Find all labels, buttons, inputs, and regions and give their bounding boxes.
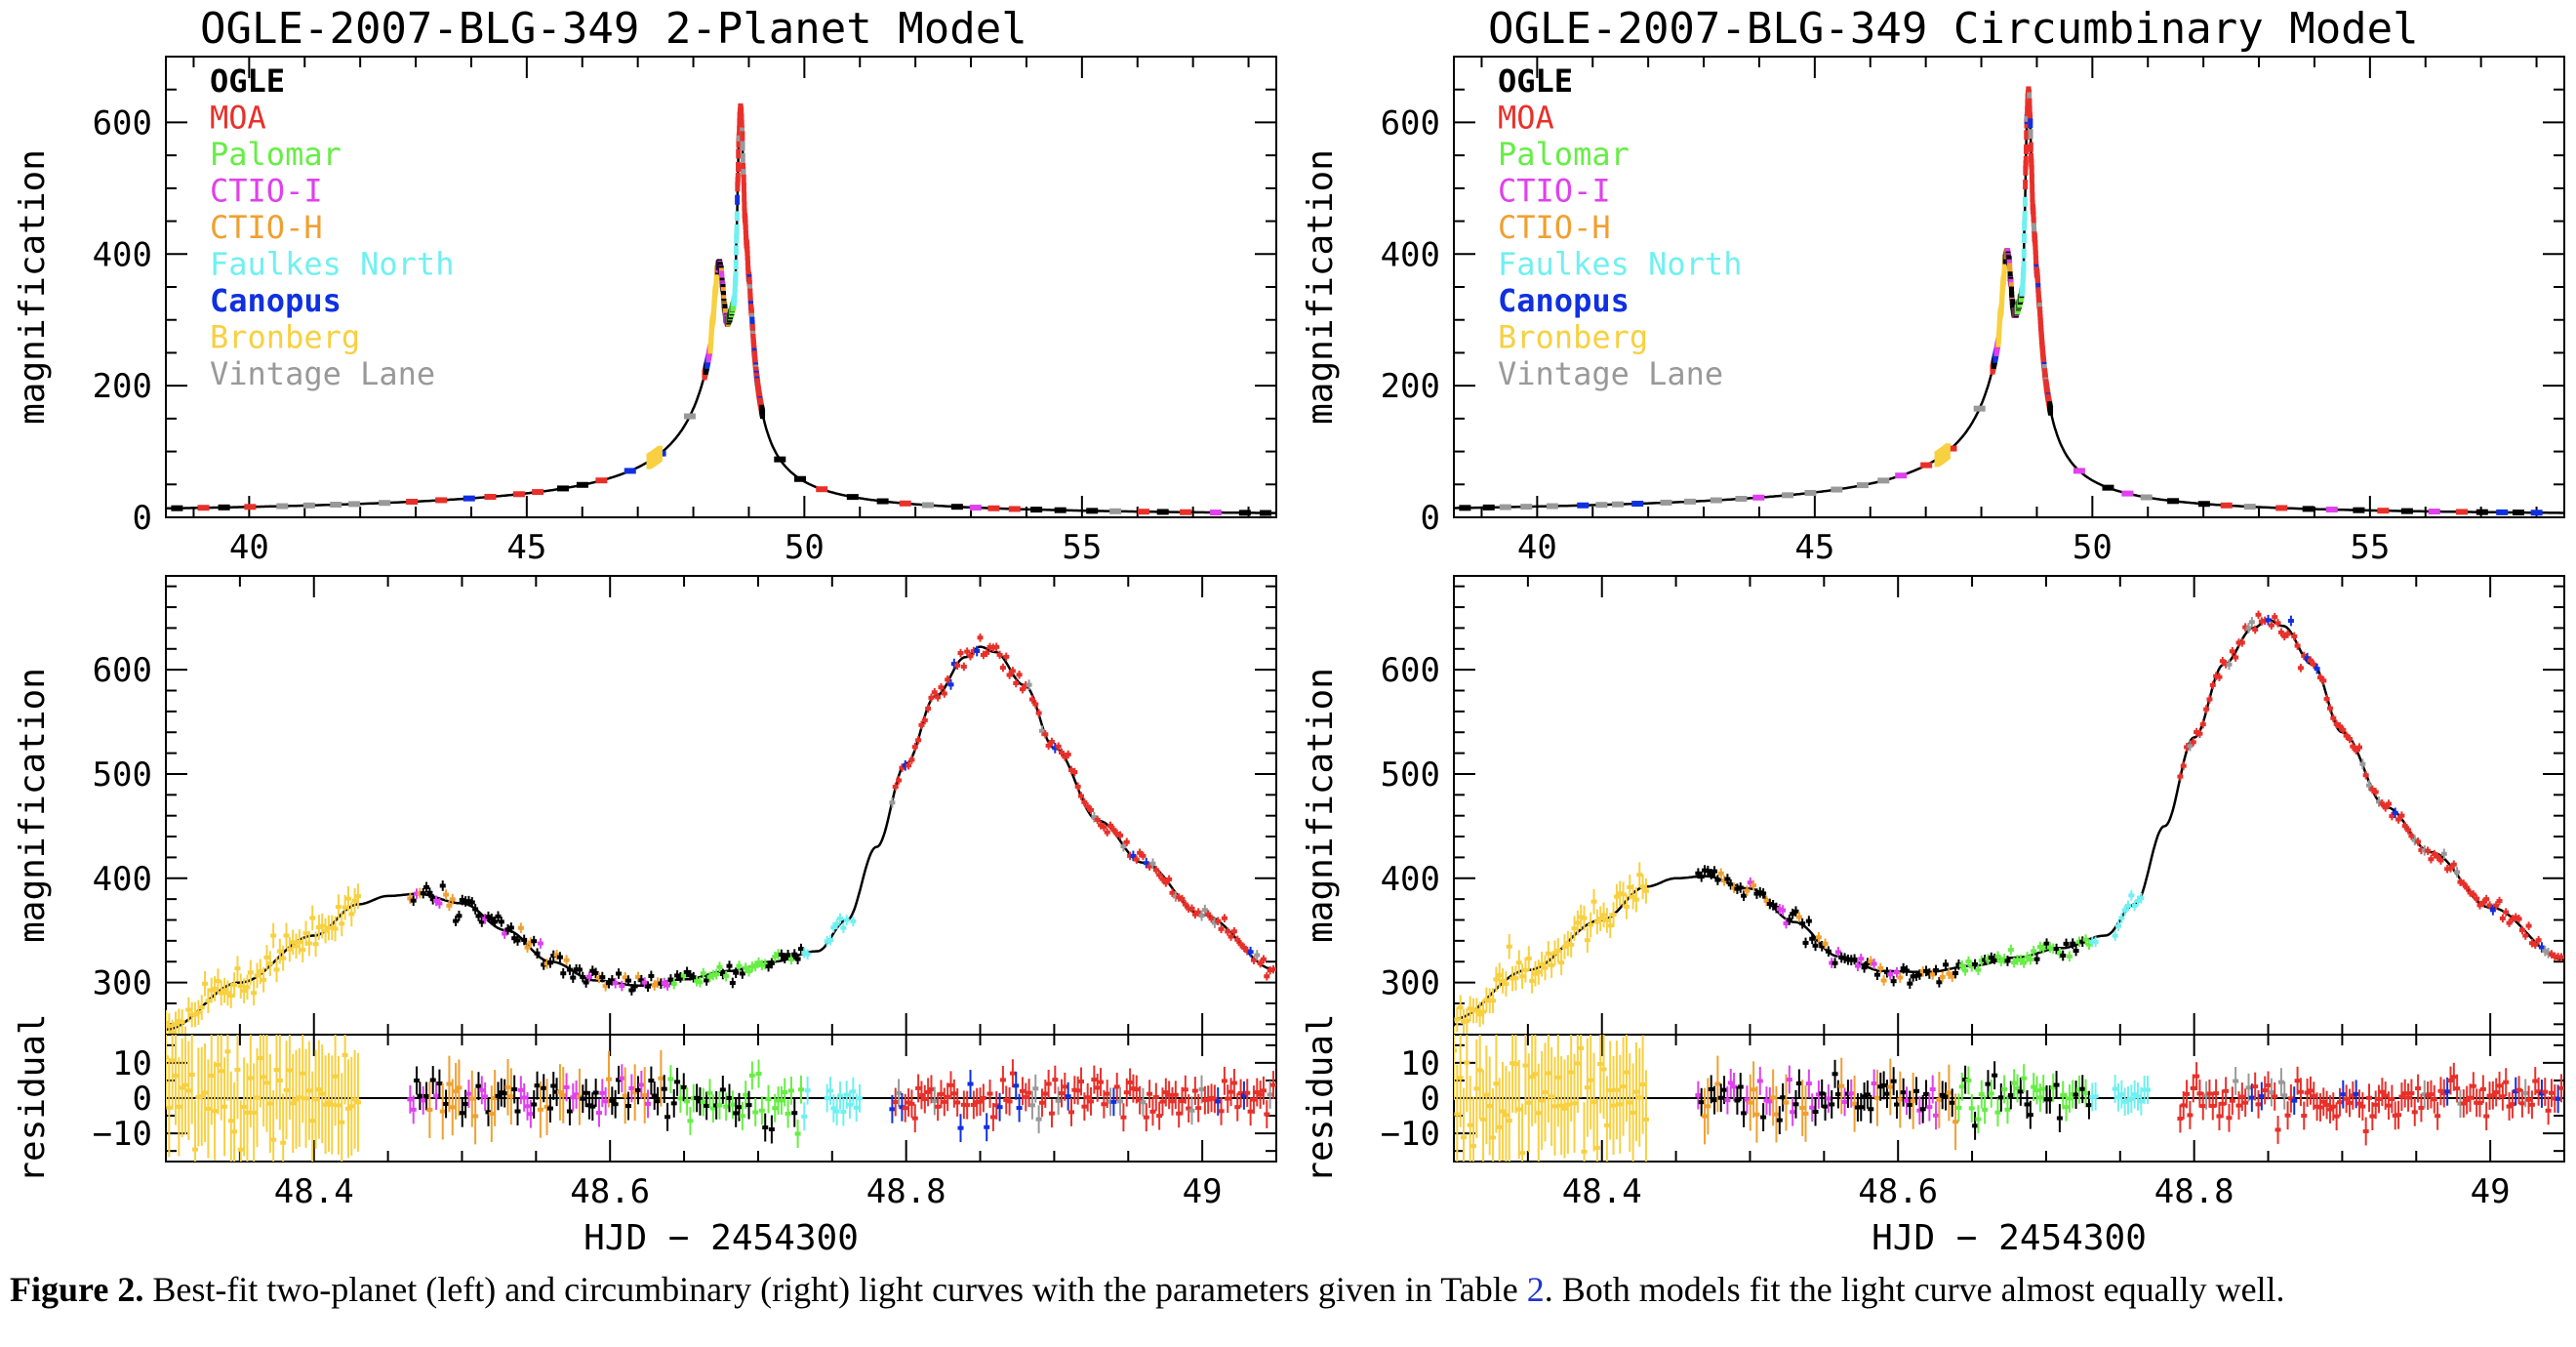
panel-1-ytick-label: 0	[1421, 499, 1440, 538]
panel-1-title: OGLE-2007-BLG-349 Circumbinary Model	[1488, 4, 2419, 54]
panel-4-xtick-label: 48.8	[866, 1172, 946, 1211]
panel-0-ytick-label: 0	[133, 499, 152, 538]
panel-0-xtick-label: 50	[785, 528, 825, 567]
panel-1-xtick-label: 55	[2350, 528, 2390, 567]
panel-5-xtick-label: 49	[2471, 1172, 2511, 1211]
panel-3-frame	[1453, 575, 2565, 1036]
panel-1-ylabel: magnification	[1301, 149, 1341, 425]
legend-item-palomar: Palomar	[210, 136, 342, 173]
panel-4-xtick-label: 49	[1183, 1172, 1223, 1211]
panel-5-xtick-label: 48.4	[1562, 1172, 1642, 1211]
panel-5-ytick-label: 0	[1421, 1080, 1440, 1119]
legend-item-canopus: Canopus	[1498, 282, 1630, 319]
legend-item-ctio-h: CTIO-H	[1498, 209, 1611, 246]
panel-2-ylabel: magnification	[13, 668, 53, 943]
panel-1-ytick-label: 400	[1381, 235, 1440, 274]
panel-0-ylabel: magnification	[13, 149, 53, 425]
panel-2-ytick-label: 600	[93, 651, 152, 690]
panel-0-xtick-label: 45	[506, 528, 546, 567]
panel-1-axes: 40 45 50 55 0 200 400 600 magnification OGLE-2007…	[1301, 4, 2565, 567]
panel-5-ylabel: residual	[1301, 1013, 1341, 1182]
panel-2-ytick-label: 400	[93, 860, 152, 899]
panel-2-ytick-label: 500	[93, 755, 152, 795]
legend-item-ctio-i: CTIO-I	[210, 173, 323, 210]
legend-item-canopus: Canopus	[210, 282, 342, 319]
caption-text-after: . Both models fit the light curve almost…	[1544, 1270, 2285, 1309]
panel-3-ytick-label: 500	[1381, 755, 1440, 795]
panel-0-ytick-label: 200	[93, 367, 152, 406]
panel-0-title: OGLE-2007-BLG-349 2-Planet Model	[200, 4, 1027, 54]
panel-0-ytick-label: 600	[93, 103, 152, 143]
panel-5-xlabel: HJD − 2454300	[1872, 1218, 2147, 1258]
panel-3-ytick-label: 400	[1381, 860, 1440, 899]
legend-item-moa: MOA	[210, 100, 266, 137]
legend-item-ogle: OGLE	[210, 62, 285, 100]
panel-0-axes: 40 45 50 55 0 200 400 600 magnification OGLE-2007…	[13, 4, 1277, 567]
legend-item-vintage-lane: Vintage Lane	[210, 355, 435, 392]
panel-0-xtick-label: 55	[1062, 528, 1102, 567]
panel-0-ytick-label: 400	[93, 235, 152, 274]
panel-4-xtick-label: 48.6	[570, 1172, 650, 1211]
caption-text-before: Best-fit two-planet (left) and circumbin…	[143, 1270, 1527, 1309]
panel-3-ylabel: magnification	[1301, 668, 1341, 943]
panel-5-xtick-label: 48.6	[1858, 1172, 1938, 1211]
panel-1-ytick-label: 600	[1381, 103, 1440, 143]
panel-3-ytick-label: 300	[1381, 964, 1440, 1003]
legend-item-bronberg: Bronberg	[1498, 319, 1648, 356]
panel-4-xtick-label: 48.4	[274, 1172, 354, 1211]
legend-item-ogle: OGLE	[1498, 62, 1573, 100]
caption-label: Figure 2.	[10, 1270, 144, 1309]
panel-4-data	[166, 1035, 1276, 1162]
panel-4-ytick-label: 10	[112, 1044, 152, 1083]
caption-table-link[interactable]: 2	[1526, 1270, 1545, 1309]
panel-2-data	[166, 633, 1276, 1035]
panel-5-ytick-label: 10	[1400, 1044, 1440, 1083]
panel-4-ytick-label: 0	[133, 1080, 152, 1119]
panel-5-ytick-label: −10	[1381, 1115, 1440, 1154]
panel-1-data	[1454, 86, 2564, 516]
panel-0-data	[166, 102, 1276, 516]
panel-1-xtick-label: 40	[1517, 528, 1557, 567]
legend-item-vintage-lane: Vintage Lane	[1498, 355, 1723, 392]
figure-caption: Figure 2. Best-fit two-planet (left) and…	[10, 1269, 2566, 1310]
panel-4-xlabel: HJD − 2454300	[584, 1218, 859, 1258]
panel-4-ytick-label: −10	[93, 1115, 152, 1154]
panel-1-xtick-label: 45	[1794, 528, 1834, 567]
legend-item-faulkes-north: Faulkes North	[1498, 246, 1742, 283]
panel-5-xtick-label: 48.8	[2154, 1172, 2234, 1211]
panel-4-ylabel: residual	[13, 1013, 53, 1182]
panel-1-ytick-label: 200	[1381, 367, 1440, 406]
panel-3-ytick-label: 600	[1381, 651, 1440, 690]
panel-3-axes: 300 400 500 600 magnification	[1301, 575, 2565, 1036]
legend-item-faulkes-north: Faulkes North	[210, 246, 454, 283]
panel-3-data	[1454, 610, 2564, 1035]
panel-2-axes: 300 400 500 600 magnification	[13, 575, 1277, 1036]
panel-2-model-curve	[166, 645, 1276, 1031]
legend-item-bronberg: Bronberg	[210, 319, 360, 356]
legend-item-ctio-i: CTIO-I	[1498, 173, 1611, 210]
legend-item-ctio-h: CTIO-H	[210, 209, 323, 246]
legend-item-moa: MOA	[1498, 100, 1554, 137]
legend-item-palomar: Palomar	[1498, 136, 1630, 173]
panel-0-xtick-label: 40	[229, 528, 269, 567]
panel-5-data	[1454, 1035, 2564, 1162]
panel-2-ytick-label: 300	[93, 964, 152, 1003]
panel-1-xtick-label: 50	[2073, 528, 2113, 567]
